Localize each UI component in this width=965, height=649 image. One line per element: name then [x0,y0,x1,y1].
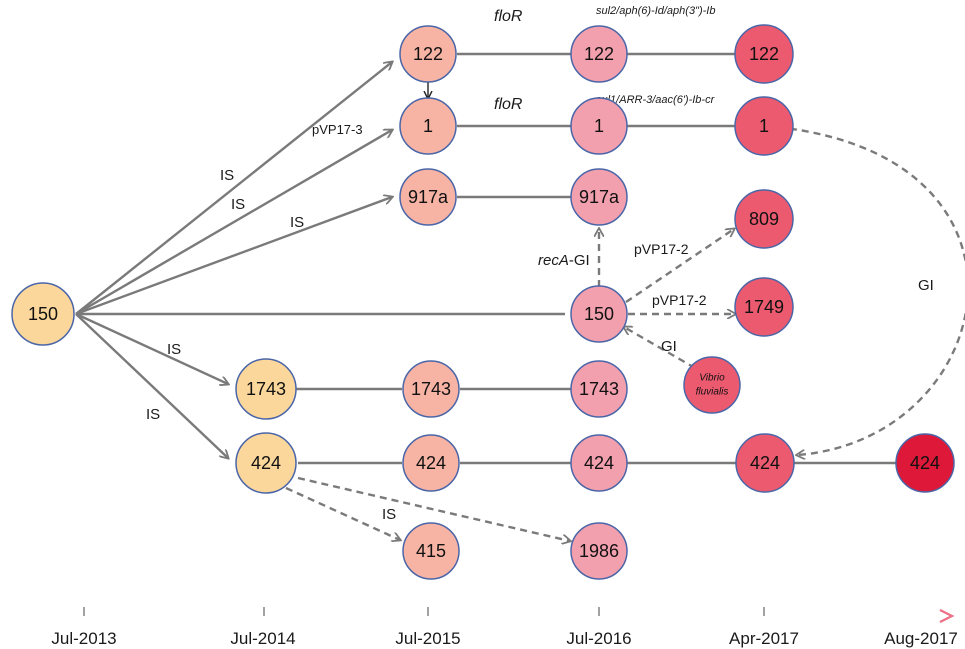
label-pvp17-2-a: pVP17-2 [634,241,689,257]
svg-text:917a: 917a [408,187,449,207]
timeline-label-3: Jul-2016 [566,629,631,648]
node-1743-2014: 1743 [235,358,297,420]
edge-1-to-424-gi-dashed [765,124,965,455]
timeline-label-0: Jul-2013 [51,629,116,648]
edge-vibrio-to-150-dashed [624,327,696,370]
label-gi-vibrio: GI [661,338,677,355]
label-sul2: sul2/aph(6)-Id/aph(3")-Ib [596,5,715,17]
edge-root-to-917a [75,197,392,316]
node-150-2016: 150 [570,285,628,343]
timeline-label-5: Aug-2017 [884,629,958,648]
edge-150-to-809-dashed [625,229,734,303]
svg-text:424: 424 [910,453,940,473]
node-917a-2016: 917a [570,168,628,226]
edge-root-to-1743 [75,312,228,384]
node-1743-2016: 1743 [570,360,628,418]
edge-424-to-1986-dashed [297,476,570,541]
timeline-label-1: Jul-2014 [230,629,295,648]
svg-text:1: 1 [423,116,433,136]
svg-text:150: 150 [28,304,58,324]
node-122-2015: 122 [399,25,457,83]
svg-text:1: 1 [759,116,769,136]
edge-root-to-424 [75,313,228,458]
label-is-6: IS [382,506,396,523]
node-1-2017: 1 [734,96,794,156]
svg-text:424: 424 [584,453,614,473]
node-1-2016: 1 [570,97,628,155]
timeline: Jul-2013 Jul-2014 Jul-2015 Jul-2016 Apr-… [51,607,958,648]
label-gi-right: GI [918,277,934,294]
node-424-2014: 424 [235,432,297,494]
node-424-aug2017: 424 [895,433,955,493]
svg-text:Vibrio: Vibrio [699,373,725,384]
edge-root-to-122 [75,62,392,315]
label-floR-2: floR [494,96,523,113]
label-pvp17-3: pVP17-3 [312,122,363,137]
label-pvp17-2-b: pVP17-2 [652,292,707,308]
svg-text:424: 424 [416,453,446,473]
node-809: 809 [734,189,794,249]
node-1743-2015: 1743 [402,360,460,418]
label-floR-1: floR [494,8,523,25]
label-sul1: sul1/ARR-3/aac(6')-Ib-cr [596,94,716,106]
node-1-2015: 1 [399,97,457,155]
svg-text:122: 122 [749,44,779,64]
svg-text:1986: 1986 [579,541,619,561]
node-150-root: 150 [11,282,75,346]
edge-424-to-415-dashed [285,486,400,540]
svg-text:122: 122 [413,44,443,64]
node-424-apr2017: 424 [735,433,795,493]
svg-text:1: 1 [594,116,604,136]
node-122-2017: 122 [734,24,794,84]
svg-text:1743: 1743 [411,379,451,399]
svg-text:122: 122 [584,44,614,64]
svg-text:424: 424 [750,453,780,473]
label-is-3: IS [290,214,304,231]
svg-text:415: 415 [416,541,446,561]
svg-text:424: 424 [251,453,281,473]
label-is-2: IS [231,196,245,213]
svg-text:1743: 1743 [579,379,619,399]
label-recA-gi: recA-GI [538,252,590,269]
node-1986: 1986 [570,522,628,580]
svg-text:1749: 1749 [744,297,784,317]
svg-text:1743: 1743 [246,379,286,399]
node-424-2016: 424 [570,434,628,492]
label-is-1: IS [220,167,234,184]
svg-text:809: 809 [749,209,779,229]
edge-root-to-1 [75,130,392,316]
node-415: 415 [402,522,460,580]
svg-text:150: 150 [584,304,614,324]
node-424-2015: 424 [402,434,460,492]
node-917a-2015: 917a [399,168,457,226]
node-1749: 1749 [734,277,794,337]
timeline-arrowhead [939,609,955,623]
timeline-label-2: Jul-2015 [395,629,460,648]
svg-text:917a: 917a [579,187,620,207]
timeline-label-4: Apr-2017 [729,629,799,648]
node-122-2016: 122 [570,25,628,83]
label-is-5: IS [146,406,160,423]
label-is-4: IS [167,341,181,358]
svg-text:fluvialis: fluvialis [696,387,729,398]
node-vibrio-fluvialis: Vibrio fluvialis [683,356,741,414]
